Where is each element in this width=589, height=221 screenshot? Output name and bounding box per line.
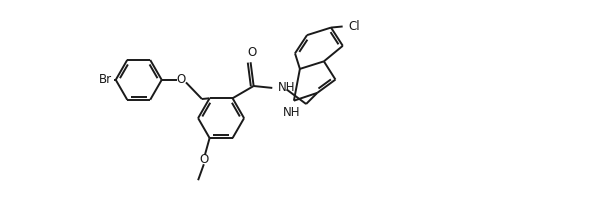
Text: NH: NH: [283, 106, 300, 119]
Text: Cl: Cl: [349, 20, 360, 33]
Text: O: O: [176, 73, 186, 86]
Text: O: O: [247, 46, 256, 59]
Text: Br: Br: [98, 73, 112, 86]
Text: O: O: [199, 153, 209, 166]
Text: NH: NH: [277, 81, 295, 94]
